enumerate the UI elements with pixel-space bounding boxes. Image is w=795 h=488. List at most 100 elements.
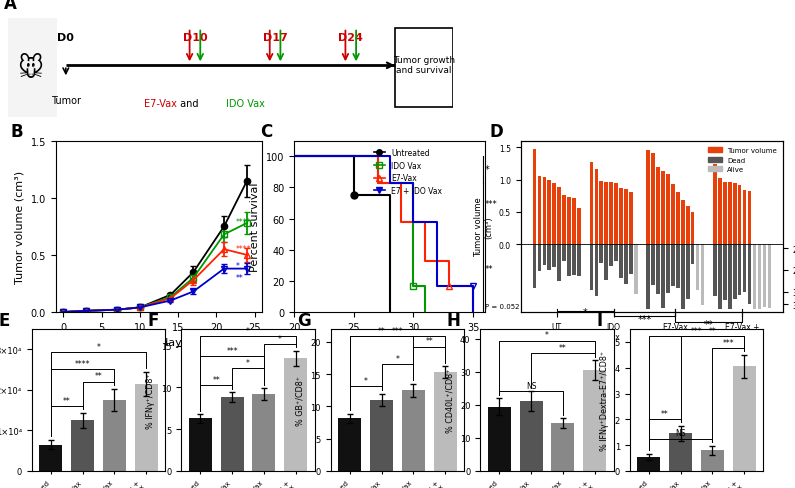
Bar	[615, 183, 618, 244]
Bar	[676, 192, 680, 244]
Bar	[533, 244, 536, 288]
Text: **: **	[661, 409, 669, 418]
Bar	[609, 244, 613, 266]
Bar	[520, 401, 542, 471]
Text: *: *	[246, 326, 250, 335]
Bar	[657, 244, 660, 294]
Bar	[748, 244, 751, 305]
Bar	[733, 366, 755, 471]
Bar	[743, 190, 747, 244]
IDO Vax	[409, 283, 418, 289]
Bar	[434, 372, 456, 471]
Text: *: *	[545, 331, 549, 340]
X-axis label: Time (days): Time (days)	[357, 338, 422, 347]
Text: C: C	[260, 122, 272, 141]
Text: ***: ***	[485, 199, 498, 208]
Bar	[748, 191, 751, 244]
Bar	[542, 244, 546, 265]
Bar	[738, 185, 742, 244]
Text: ***: ***	[638, 314, 652, 324]
Bar	[634, 244, 638, 295]
X-axis label: Time (days): Time (days)	[126, 338, 192, 347]
Bar	[604, 244, 608, 281]
Bar	[696, 244, 700, 291]
Bar	[646, 151, 650, 244]
Bar	[691, 212, 695, 244]
Text: *: *	[97, 342, 100, 351]
Text: D0: D0	[57, 33, 74, 42]
Text: **: **	[378, 326, 386, 335]
Bar	[713, 164, 717, 244]
Text: *: *	[278, 334, 281, 343]
Text: Tumor growth
and survival: Tumor growth and survival	[394, 56, 456, 75]
E7 + IDO Vax	[409, 219, 418, 225]
Bar	[768, 244, 771, 308]
Bar	[728, 183, 731, 244]
Bar	[599, 182, 603, 244]
Bar	[638, 457, 660, 471]
Text: H: H	[447, 311, 460, 329]
Text: ***: ***	[227, 346, 238, 355]
Text: E7-Vax: E7-Vax	[144, 99, 177, 108]
Text: **: **	[485, 264, 494, 273]
Bar	[537, 177, 541, 244]
Text: NS: NS	[525, 381, 537, 390]
Bar	[72, 420, 94, 471]
Bar	[595, 169, 598, 244]
Bar	[557, 188, 560, 244]
Bar	[676, 244, 680, 288]
Bar	[624, 244, 628, 285]
E7 + IDO Vax	[432, 283, 442, 289]
Bar	[568, 198, 571, 244]
Bar	[609, 183, 613, 244]
Text: B: B	[10, 122, 23, 141]
Bar	[572, 244, 576, 276]
Text: ***: ***	[392, 326, 403, 335]
Untreated	[51, 154, 60, 160]
Bar	[651, 244, 655, 285]
Bar	[339, 418, 361, 471]
Bar	[577, 208, 580, 244]
Bar	[657, 167, 660, 244]
Bar	[557, 244, 560, 282]
Bar	[548, 244, 551, 270]
Line: Untreated: Untreated	[56, 157, 390, 312]
Bar	[718, 244, 722, 309]
Bar	[584, 370, 606, 471]
Line: E7 + IDO Vax: E7 + IDO Vax	[56, 157, 473, 312]
Bar	[713, 244, 717, 297]
Bar	[604, 183, 608, 244]
Bar	[40, 445, 62, 471]
Text: A: A	[3, 0, 17, 13]
Bar	[135, 384, 157, 471]
Text: and: and	[177, 99, 202, 108]
Untreated	[349, 193, 359, 199]
Y-axis label: % IFNγ⁺/CD8⁺: % IFNγ⁺/CD8⁺	[146, 372, 156, 428]
Text: **: **	[212, 375, 220, 385]
Bar	[738, 244, 742, 296]
Text: **: **	[559, 344, 567, 352]
Y-axis label: % IFNγ⁺Dextra-E7⁺/CD8⁺: % IFNγ⁺Dextra-E7⁺/CD8⁺	[600, 350, 609, 450]
Text: ***: ***	[691, 326, 702, 335]
Text: *: *	[583, 307, 588, 317]
Text: NS: NS	[675, 428, 686, 438]
Bar	[253, 394, 275, 471]
Text: ***: ***	[723, 338, 734, 347]
E7-Vax	[373, 181, 382, 186]
Text: IDO Vax: IDO Vax	[226, 99, 265, 108]
Bar	[103, 400, 126, 471]
Bar	[548, 180, 551, 244]
Y-axis label: % CD40L⁺/CD8⁺: % CD40L⁺/CD8⁺	[445, 368, 454, 432]
Legend: Tumor volume, Dead, Alive: Tumor volume, Dead, Alive	[705, 145, 780, 175]
Bar	[701, 244, 704, 305]
Y-axis label: Tumor volume (cm³): Tumor volume (cm³)	[15, 170, 25, 284]
Untreated	[385, 309, 394, 315]
E7-Vax	[373, 154, 382, 160]
Text: **: **	[95, 372, 103, 381]
FancyBboxPatch shape	[3, 19, 57, 118]
Text: G: G	[297, 311, 311, 329]
Bar	[599, 244, 603, 264]
E7-Vax	[468, 309, 478, 315]
Bar	[681, 244, 684, 309]
Text: I: I	[596, 311, 603, 329]
